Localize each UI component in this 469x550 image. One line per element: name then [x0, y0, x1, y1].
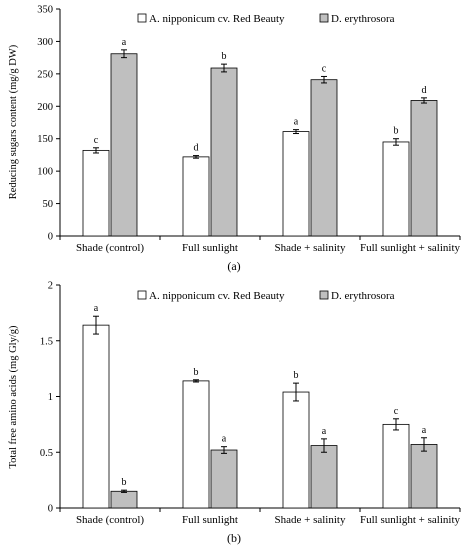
- y-tick-label: 250: [37, 69, 53, 80]
- category-label: Full sunlight + salinity: [360, 514, 461, 526]
- significance-letter: b: [222, 51, 227, 62]
- category-label: Full sunlight + salinity: [360, 242, 461, 254]
- significance-letter: a: [122, 37, 127, 48]
- bar-a-nipponicum: [182, 380, 210, 509]
- significance-letter: c: [394, 406, 399, 417]
- legend-swatch: [137, 290, 147, 300]
- bar-a-nipponicum: [182, 156, 210, 237]
- significance-letter: b: [122, 477, 127, 488]
- y-tick-label: 200: [37, 102, 53, 113]
- significance-letter: d: [194, 143, 199, 154]
- significance-letter: b: [294, 370, 299, 381]
- y-tick-label: 350: [37, 5, 53, 16]
- panel-label: (b): [227, 531, 241, 545]
- legend-label: A. nipponicum cv. Red Beauty: [149, 13, 285, 25]
- bar-d-erythrosora: [210, 67, 238, 237]
- chart-panel-b: 0 0.5 1 1.5 2 Total free amino acids (mg Gly/…: [8, 281, 461, 546]
- y-axis-label: Reducing sugars content (mg/g DW): [8, 44, 19, 199]
- y-tick-label: 0.5: [40, 448, 53, 459]
- significance-letter: a: [294, 117, 299, 128]
- y-tick-label: 1.5: [40, 336, 53, 347]
- category-label: Shade + salinity: [275, 514, 346, 526]
- y-tick-label: 100: [37, 167, 53, 178]
- category-label: Full sunlight: [182, 242, 238, 254]
- legend-swatch: [319, 13, 329, 23]
- bar-d-erythrosora: [310, 445, 338, 509]
- category-label: Shade (control): [76, 242, 144, 254]
- significance-letter: a: [422, 425, 427, 436]
- bar-a-nipponicum: [282, 131, 310, 237]
- significance-letter: b: [394, 126, 399, 137]
- chart-panel-a: 0 50 100 150 200 250 300 350 Reducing sugars con…: [8, 5, 461, 274]
- category-label: Shade + salinity: [275, 242, 346, 254]
- legend-label: D. erythrosora: [331, 290, 395, 302]
- bar-d-erythrosora: [110, 53, 138, 237]
- bar-d-erythrosora: [410, 100, 438, 237]
- bar-a-nipponicum: [82, 149, 110, 237]
- bar-d-erythrosora: [110, 490, 138, 509]
- y-tick-label: 150: [37, 134, 53, 145]
- significance-letter: a: [322, 426, 327, 437]
- significance-letter: d: [422, 85, 427, 96]
- bar-a-nipponicum: [282, 391, 310, 509]
- bar-d-erythrosora: [410, 444, 438, 509]
- panel-label: (a): [227, 259, 240, 273]
- y-tick-label: 1: [48, 392, 53, 403]
- bar-a-nipponicum: [382, 141, 410, 237]
- significance-letter: a: [94, 303, 99, 314]
- bar-d-erythrosora: [310, 79, 338, 237]
- bar-d-erythrosora: [210, 449, 238, 509]
- significance-letter: c: [94, 135, 99, 146]
- y-tick-label: 50: [43, 199, 54, 210]
- y-tick-label: 300: [37, 37, 53, 48]
- legend-swatch: [319, 290, 329, 300]
- legend-label: A. nipponicum cv. Red Beauty: [149, 290, 285, 302]
- bar-a-nipponicum: [382, 423, 410, 509]
- category-label: Full sunlight: [182, 514, 238, 526]
- y-axis-label: Total free amino acids (mg Gly/g): [8, 325, 19, 469]
- significance-letter: a: [222, 434, 227, 445]
- significance-letter: c: [322, 63, 327, 74]
- legend-label: D. erythrosora: [331, 13, 395, 25]
- significance-letter: b: [194, 367, 199, 378]
- y-tick-label: 0: [48, 504, 53, 515]
- y-tick-label: 0: [48, 232, 53, 243]
- category-label: Shade (control): [76, 514, 144, 526]
- bar-a-nipponicum: [82, 324, 110, 509]
- legend-swatch: [137, 13, 147, 23]
- y-tick-label: 2: [48, 281, 53, 292]
